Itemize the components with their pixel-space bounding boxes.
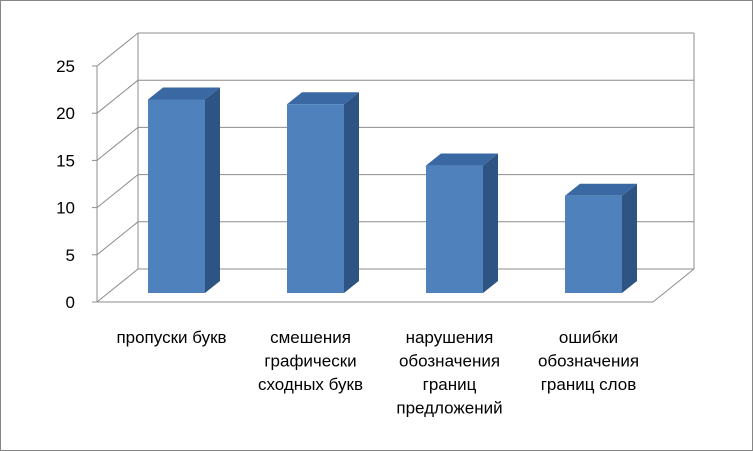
gridline-wall bbox=[96, 221, 139, 256]
bar-side bbox=[344, 92, 359, 293]
x-category-label: границ слов bbox=[541, 375, 637, 394]
y-tick-label: 20 bbox=[56, 104, 75, 123]
floor-right-edge bbox=[652, 268, 695, 303]
y-tick-label: 15 bbox=[56, 151, 75, 170]
bar bbox=[426, 165, 483, 293]
x-category-label: обозначения bbox=[538, 352, 639, 371]
y-tick-label: 5 bbox=[66, 246, 75, 265]
y-tick-label: 25 bbox=[56, 57, 75, 76]
gridline-wall bbox=[96, 32, 139, 67]
x-category-label: обозначения bbox=[399, 352, 500, 371]
x-category-label: пропуски букв bbox=[116, 328, 226, 347]
x-category-label: нарушения bbox=[406, 328, 494, 347]
x-category-label: предложений bbox=[396, 399, 502, 418]
gridline-wall bbox=[96, 174, 139, 208]
x-category-label: смешения bbox=[270, 328, 351, 347]
gridline-wall bbox=[96, 127, 139, 161]
x-axis-category-labels: пропуски букв смешения графически сходных б… bbox=[116, 328, 639, 418]
bar bbox=[148, 99, 205, 293]
gridline-wall bbox=[96, 268, 139, 303]
x-category-label: границ bbox=[423, 375, 477, 394]
bar-top bbox=[148, 87, 220, 100]
chart-gridlines bbox=[92, 32, 695, 303]
gridline-wall bbox=[96, 79, 139, 114]
y-axis-tick-labels: 0 5 10 15 20 25 bbox=[56, 57, 75, 312]
y-tick-label: 10 bbox=[56, 199, 75, 218]
x-category-label: графически bbox=[264, 352, 356, 371]
bar-side bbox=[205, 87, 220, 293]
bar bbox=[565, 195, 622, 293]
bar-top bbox=[287, 92, 359, 105]
x-category-label: сходных букв bbox=[258, 375, 363, 394]
bar-top bbox=[426, 153, 498, 166]
x-category-label: ошибки bbox=[559, 328, 618, 347]
bar-side bbox=[483, 153, 498, 293]
chart-bars bbox=[148, 87, 637, 293]
bar-top bbox=[565, 183, 637, 196]
y-tick-label: 0 bbox=[66, 293, 75, 312]
bar bbox=[287, 104, 344, 293]
bar-side bbox=[622, 183, 637, 293]
